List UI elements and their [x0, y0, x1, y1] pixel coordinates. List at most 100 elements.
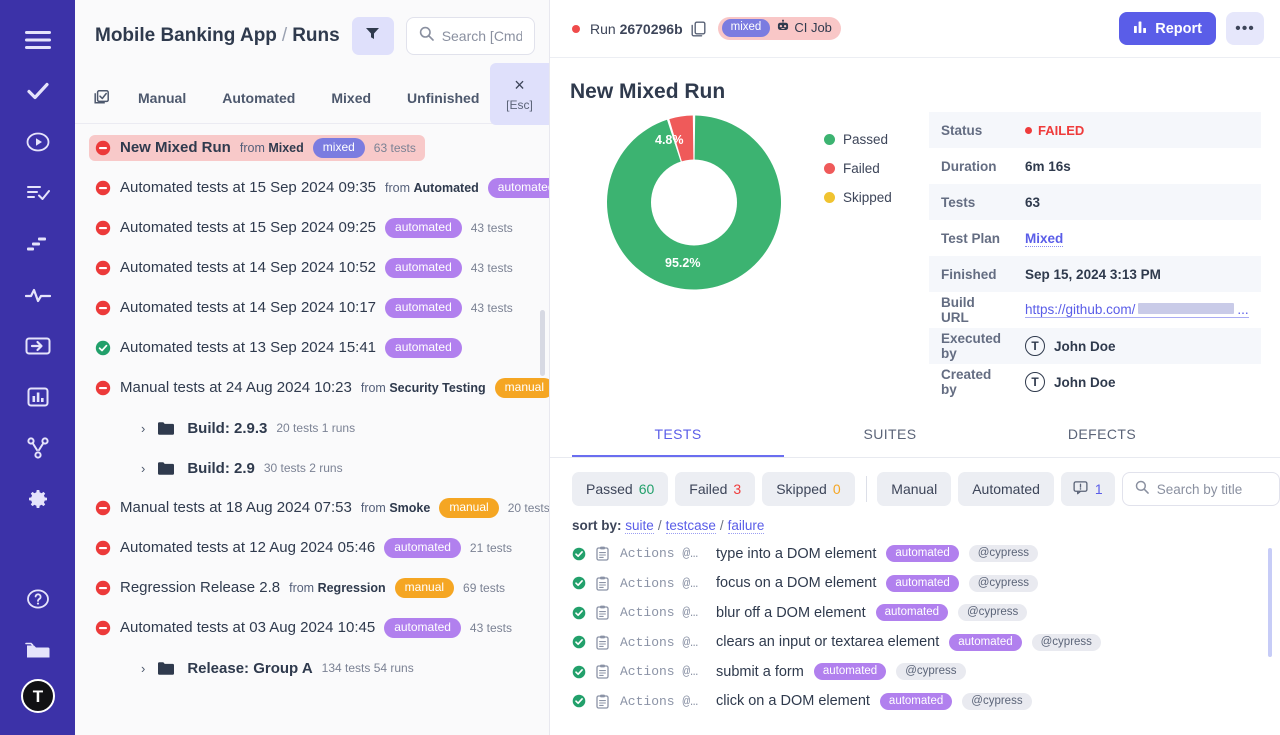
run-row[interactable]: Automated tests at 15 Sep 2024 09:35 from…	[75, 168, 549, 208]
folder-row[interactable]: › Build: 2.9 30 tests 2 runs	[75, 448, 549, 488]
test-framework-tag: @cypress	[962, 692, 1032, 710]
filter-chips: Passed 60 Failed 3 Skipped 0 Manual Auto…	[550, 458, 1280, 506]
chip-failed[interactable]: Failed 3	[675, 472, 756, 506]
tab-suites[interactable]: SUITES	[863, 426, 917, 442]
test-row[interactable]: Actions @… click on a DOM element automate…	[572, 687, 1280, 717]
copy-icon[interactable]	[691, 21, 706, 37]
folder-icon[interactable]	[16, 628, 60, 672]
test-framework-tag: @cypress	[896, 663, 966, 681]
chip-defects[interactable]: 1	[1060, 472, 1115, 506]
test-row[interactable]: Actions @… blur off a DOM element automate…	[572, 598, 1280, 628]
breadcrumb-section[interactable]: Runs	[292, 25, 340, 46]
legend-item-passed[interactable]: Passed	[824, 132, 929, 147]
test-plan-link[interactable]: Mixed	[1025, 230, 1064, 247]
tab-tests[interactable]: TESTS	[572, 426, 784, 457]
tab-mixed[interactable]: Mixed	[331, 89, 372, 106]
run-title: Regression Release 2.8	[120, 579, 281, 597]
help-circle-icon[interactable]	[16, 577, 60, 621]
run-meta: 43 tests	[469, 620, 512, 635]
chevron-right-icon[interactable]: ›	[141, 660, 146, 676]
global-search[interactable]	[405, 17, 535, 55]
donut-label-passed: 95.2%	[665, 256, 701, 270]
close-panel-button[interactable]: × [Esc]	[490, 63, 549, 125]
build-url-link[interactable]: https://github.com/...	[1025, 302, 1249, 318]
sort-option-suite[interactable]: suite	[625, 518, 654, 534]
detail-header: Run 2670296b mixed CI Job	[550, 0, 1280, 58]
chip-skipped[interactable]: Skipped 0	[762, 472, 855, 506]
run-row[interactable]: Automated tests at 14 Sep 2024 10:52 auto…	[75, 248, 549, 288]
run-row[interactable]: Manual tests at 24 Aug 2024 10:23 from Se…	[75, 368, 549, 408]
tab-manual[interactable]: Manual	[138, 89, 187, 106]
test-row[interactable]: Actions @… type into a DOM element automat…	[572, 539, 1280, 569]
search-icon	[419, 26, 434, 46]
run-row[interactable]: Automated tests at 12 Aug 2024 05:46 auto…	[75, 528, 549, 568]
legend-item-skipped[interactable]: Skipped	[824, 190, 929, 205]
legend-label-passed: Passed	[843, 132, 889, 147]
check-icon[interactable]	[16, 69, 60, 113]
run-row[interactable]: Automated tests at 03 Aug 2024 10:45 auto…	[75, 608, 549, 648]
test-type-badge: automated	[949, 633, 1022, 651]
test-search[interactable]	[1121, 472, 1280, 506]
sort-option-failure[interactable]: failure	[727, 518, 765, 534]
info-value: https://github.com/...	[1013, 292, 1261, 328]
sort-option-testcase[interactable]: testcase	[665, 518, 716, 534]
run-source: from Regression	[289, 580, 386, 595]
clipboard-icon	[596, 694, 610, 709]
run-row[interactable]: Automated tests at 13 Sep 2024 15:41 auto…	[75, 328, 549, 368]
more-options-button[interactable]: •••	[1226, 12, 1264, 45]
list-scrollbar[interactable]	[540, 310, 545, 376]
activity-icon[interactable]	[16, 273, 60, 317]
tab-defects[interactable]: DEFECTS	[1067, 426, 1137, 442]
status-badge: FAILED	[1025, 123, 1084, 138]
test-row[interactable]: Actions @… focus on a DOM element automate…	[572, 569, 1280, 599]
chip-passed-count: 60	[638, 481, 655, 497]
tab-unfinished[interactable]: Unfinished	[407, 89, 480, 106]
chip-passed[interactable]: Passed 60	[572, 472, 669, 506]
run-row[interactable]: Automated tests at 15 Sep 2024 09:25 auto…	[75, 208, 549, 248]
gear-icon[interactable]	[16, 477, 60, 521]
legend-label-failed: Failed	[843, 161, 880, 176]
runs-list: New Mixed Run from Mixed mixed 63 tests Auto…	[75, 128, 549, 735]
detail-scrollbar[interactable]	[1268, 548, 1272, 657]
user-avatar: T	[1025, 336, 1046, 356]
test-type-badge: automated	[886, 545, 959, 563]
legend-label-skipped: Skipped	[843, 190, 892, 205]
chart-bar-icon[interactable]	[16, 375, 60, 419]
search-input[interactable]	[441, 28, 522, 44]
test-framework-tag: @cypress	[968, 545, 1039, 563]
chevron-right-icon[interactable]: ›	[141, 460, 146, 476]
folder-meta: 134 tests 54 runs	[321, 661, 414, 675]
run-row[interactable]: Manual tests at 18 Aug 2024 07:53 from Sm…	[75, 488, 549, 528]
report-button[interactable]: Report	[1119, 12, 1216, 45]
breadcrumb-project[interactable]: Mobile Banking App	[95, 25, 277, 46]
play-circle-icon[interactable]	[16, 120, 60, 164]
chip-automated[interactable]: Automated	[958, 472, 1054, 506]
legend-item-failed[interactable]: Failed	[824, 161, 929, 176]
run-id: 2670296b	[619, 20, 683, 37]
legend-swatch-passed	[824, 134, 835, 145]
status-failed-icon	[95, 620, 111, 636]
list-check-icon[interactable]	[16, 171, 60, 215]
avatar[interactable]: T	[20, 679, 55, 713]
run-row[interactable]: New Mixed Run from Mixed mixed 63 tests	[75, 128, 549, 168]
folder-row[interactable]: › Release: Group A 134 tests 54 runs	[75, 648, 549, 688]
steps-icon[interactable]	[16, 222, 60, 266]
run-row[interactable]: Automated tests at 14 Sep 2024 10:17 auto…	[75, 288, 549, 328]
folder-row[interactable]: › Build: 2.9.3 20 tests 1 runs	[75, 408, 549, 448]
chevron-right-icon[interactable]: ›	[141, 420, 146, 436]
share-nodes-icon[interactable]	[16, 426, 60, 470]
legend-swatch-failed	[824, 163, 835, 174]
import-icon[interactable]	[16, 324, 60, 368]
select-all-icon[interactable]	[91, 89, 120, 106]
filter-button[interactable]	[351, 17, 394, 55]
run-row[interactable]: Regression Release 2.8 from Regression man…	[75, 568, 549, 608]
hamburger-menu-icon[interactable]	[16, 18, 60, 62]
run-row-inner: Manual tests at 18 Aug 2024 07:53 from Sm…	[89, 495, 549, 520]
test-row[interactable]: Actions @… clears an input or textarea el…	[572, 628, 1280, 658]
ci-job-text: CI Job	[794, 20, 832, 36]
tab-automated[interactable]: Automated	[222, 89, 296, 106]
test-row[interactable]: Actions @… submit a form automated @cypress	[572, 657, 1280, 687]
test-search-input[interactable]	[1156, 481, 1267, 497]
info-row: Test Plan Mixed	[929, 220, 1261, 256]
chip-manual[interactable]: Manual	[877, 472, 952, 506]
